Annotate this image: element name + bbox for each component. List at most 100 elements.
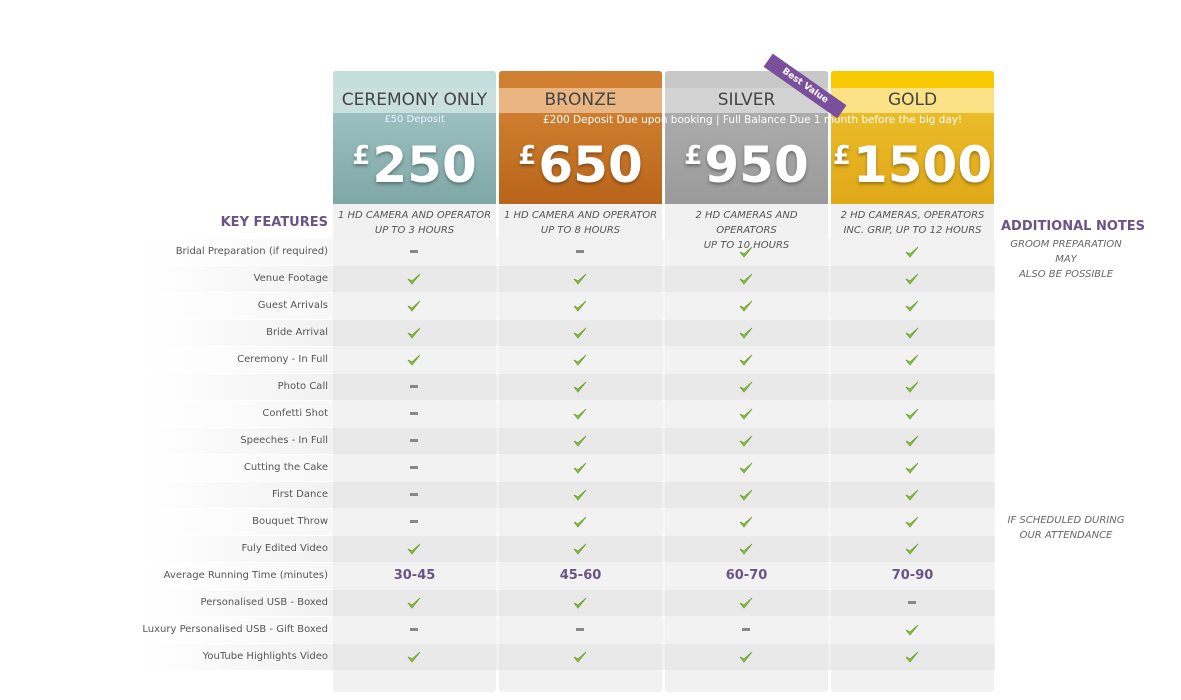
check-icon	[905, 300, 919, 312]
check-icon	[573, 516, 587, 528]
cell-text: 60-70	[725, 568, 768, 583]
check-icon	[573, 300, 587, 312]
note-line: IF SCHEDULED DURING	[1007, 515, 1125, 526]
dash-icon	[908, 601, 916, 604]
note-line: OUR ATTENDANCE	[1019, 530, 1113, 541]
check-icon	[739, 327, 753, 339]
price-value: 950	[704, 136, 809, 194]
plan-description: 1 HD CAMERA AND OPERATOR UP TO 8 HOURS	[499, 208, 662, 238]
feature-label: YouTube Highlights Video	[202, 651, 328, 662]
dash-icon	[742, 628, 750, 631]
description-line: 1 HD CAMERA AND OPERATOR	[337, 210, 492, 221]
plan-description: 2 HD CAMERAS, OPERATORS INC. GRIP, UP TO …	[831, 208, 994, 238]
feature-label: Bridal Preparation (if required)	[175, 246, 328, 257]
dash-icon	[576, 628, 584, 631]
plan-price: £250	[333, 129, 496, 192]
dash-icon	[576, 250, 584, 253]
feature-label: Guest Arrivals	[257, 300, 328, 311]
check-icon	[739, 597, 753, 609]
plan-name: BRONZE	[499, 88, 662, 113]
cell-bg	[499, 563, 662, 589]
check-icon	[905, 651, 919, 663]
check-icon	[905, 624, 919, 636]
check-icon	[905, 543, 919, 555]
price-value: 650	[538, 136, 643, 194]
check-icon	[739, 435, 753, 447]
feature-label: First Dance	[271, 489, 328, 500]
check-icon	[739, 300, 753, 312]
check-icon	[739, 381, 753, 393]
currency: £	[518, 141, 537, 171]
check-icon	[739, 462, 753, 474]
dash-icon	[410, 250, 418, 253]
dash-icon	[410, 466, 418, 469]
plan-price: £650	[499, 129, 662, 192]
check-icon	[739, 246, 753, 258]
check-icon	[573, 408, 587, 420]
plan-top-strip	[499, 71, 662, 88]
check-icon	[739, 408, 753, 420]
check-icon	[905, 462, 919, 474]
plan-name: GOLD	[831, 88, 994, 113]
additional-notes-heading: ADDITIONAL NOTES	[1001, 219, 1146, 234]
check-icon	[905, 354, 919, 366]
feature-label: Photo Call	[277, 381, 328, 392]
check-icon	[739, 543, 753, 555]
check-icon	[407, 597, 421, 609]
plan-price: £950	[665, 129, 828, 192]
check-icon	[905, 273, 919, 285]
dash-icon	[410, 439, 418, 442]
description-line: INC. GRIP, UP TO 12 HOURS	[843, 225, 982, 236]
check-icon	[905, 408, 919, 420]
check-icon	[905, 381, 919, 393]
dash-icon	[410, 412, 418, 415]
feature-label: Confetti Shot	[262, 408, 328, 419]
cell-bg	[831, 563, 994, 589]
check-icon	[905, 435, 919, 447]
plan-column: SILVER £950 2 HD CAMERAS AND OPERATORS UP T…	[665, 71, 828, 692]
check-icon	[573, 597, 587, 609]
check-icon	[407, 300, 421, 312]
cell-bg	[665, 563, 828, 589]
plan-top-strip	[831, 71, 994, 88]
check-icon	[905, 489, 919, 501]
description-line: 2 HD CAMERAS AND OPERATORS	[695, 210, 798, 236]
cell-text: 30-45	[393, 568, 436, 583]
feature-label: Bouquet Throw	[252, 516, 328, 527]
plan-column: GOLD £1500 2 HD CAMERAS, OPERATORS INC. GRI…	[831, 71, 994, 692]
note: GROOM PREPARATION MAY ALSO BE POSSIBLE	[1001, 237, 1131, 282]
feature-label: Venue Footage	[253, 273, 328, 284]
currency: £	[832, 141, 851, 171]
deposit-note: £200 Deposit Due upon booking | Full Bal…	[543, 114, 963, 126]
feature-label: Cutting the Cake	[243, 462, 328, 473]
currency: £	[684, 141, 703, 171]
plan-deposit: £50 Deposit	[384, 114, 445, 125]
price-value: 1500	[852, 136, 993, 194]
note-line: GROOM PREPARATION MAY	[1010, 239, 1122, 265]
feature-label: Fuly Edited Video	[241, 543, 328, 554]
feature-label: Ceremony - In Full	[237, 354, 328, 365]
description-line: UP TO 10 HOURS	[703, 240, 790, 251]
check-icon	[573, 273, 587, 285]
check-icon	[573, 489, 587, 501]
check-icon	[573, 327, 587, 339]
price-value: 250	[372, 136, 477, 194]
check-icon	[573, 381, 587, 393]
plan-name: CEREMONY ONLY	[333, 88, 496, 113]
check-icon	[573, 462, 587, 474]
description-line: 2 HD CAMERAS, OPERATORS	[840, 210, 985, 221]
cell-bg	[333, 563, 496, 589]
check-icon	[739, 651, 753, 663]
description-line: 1 HD CAMERA AND OPERATOR	[503, 210, 658, 221]
check-icon	[407, 543, 421, 555]
plan-description: 2 HD CAMERAS AND OPERATORS UP TO 10 HOURS	[665, 208, 828, 253]
plan-price: £1500	[831, 129, 994, 192]
plan-description: 1 HD CAMERA AND OPERATOR UP TO 3 HOURS	[333, 208, 496, 238]
feature-label: Average Running Time (minutes)	[163, 570, 328, 581]
check-icon	[407, 651, 421, 663]
dash-icon	[410, 385, 418, 388]
check-icon	[739, 516, 753, 528]
check-icon	[573, 651, 587, 663]
dash-icon	[410, 520, 418, 523]
